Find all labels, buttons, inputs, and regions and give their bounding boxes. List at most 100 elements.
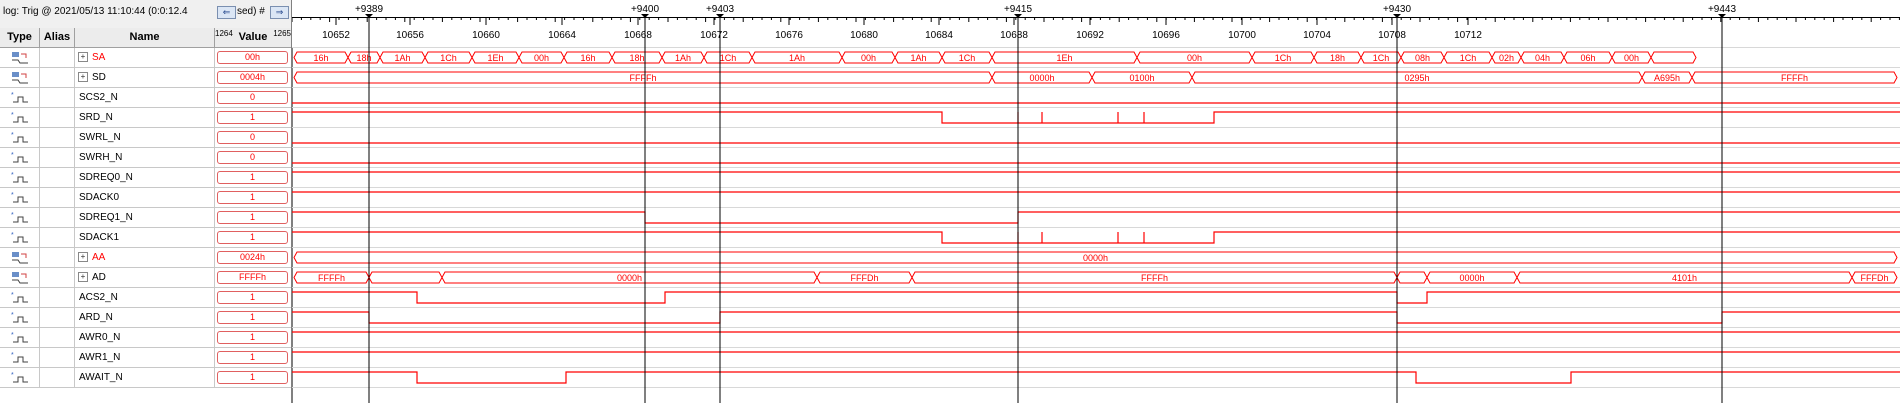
nav-prev-icon[interactable]: ⇐ <box>217 6 236 19</box>
bus-segment-label: 0000h <box>1083 253 1108 263</box>
signal-value: 1 <box>217 231 288 244</box>
signal-value: 1 <box>217 311 288 324</box>
type-cell: * <box>0 148 40 167</box>
trigger-info-tail: sed) # <box>237 6 265 17</box>
signal-row[interactable]: + SD 0004h <box>0 68 292 88</box>
signal-row[interactable]: * SDREQ0_N 1 <box>0 168 292 188</box>
signal-name: SDACK0 <box>79 192 120 203</box>
svg-text:*: * <box>11 112 14 119</box>
signal-row[interactable]: + SA 00h <box>0 48 292 68</box>
signal-value: 0 <box>217 131 288 144</box>
alias-cell <box>40 68 75 87</box>
alias-cell <box>40 228 75 247</box>
bus-segment-label: 02h <box>1499 53 1514 63</box>
signal-row[interactable]: * AWAIT_N 1 <box>0 368 292 388</box>
bus-segment <box>368 271 443 284</box>
name-cell[interactable]: ARD_N <box>75 308 215 327</box>
type-cell: * <box>0 188 40 207</box>
ruler-tick-label: 10672 <box>700 30 728 41</box>
bus-segment-label: 18h <box>1330 53 1345 63</box>
column-header-type[interactable]: Type <box>0 28 40 48</box>
name-cell[interactable]: AWR0_N <box>75 328 215 347</box>
type-cell: * <box>0 168 40 187</box>
name-cell[interactable]: AWAIT_N <box>75 368 215 387</box>
bus-segment-label: 0000h <box>1459 273 1484 283</box>
bus-segment-label: 1Ch <box>959 53 976 63</box>
pane-splitter[interactable] <box>291 0 293 403</box>
name-cell[interactable]: SDREQ1_N <box>75 208 215 227</box>
value-cell: 1 <box>215 108 292 127</box>
signal-row[interactable]: * ACS2_N 1 <box>0 288 292 308</box>
column-header-alias[interactable]: Alias <box>40 28 75 48</box>
name-cell[interactable]: SDACK1 <box>75 228 215 247</box>
expand-icon[interactable]: + <box>78 272 88 283</box>
cursor-marker-icon <box>1718 14 1726 18</box>
signal-row[interactable]: * SWRL_N 0 <box>0 128 292 148</box>
signal-row[interactable]: * SWRH_N 0 <box>0 148 292 168</box>
signal-name: ACS2_N <box>79 292 118 303</box>
svg-text:*: * <box>11 332 14 339</box>
signal-value: 0024h <box>217 251 288 264</box>
cursor-marker-icon <box>716 14 724 18</box>
signal-trace <box>292 231 1900 244</box>
ruler-tick-label: 10656 <box>396 30 424 41</box>
name-cell[interactable]: SWRL_N <box>75 128 215 147</box>
svg-text:*: * <box>11 132 14 139</box>
name-cell[interactable]: + AD <box>75 268 215 287</box>
name-cell[interactable]: AWR1_N <box>75 348 215 367</box>
ruler-tick-label: 10664 <box>548 30 576 41</box>
bus-segment-label: FFFFh <box>1781 73 1808 83</box>
signal-icon: * <box>10 151 30 165</box>
bus-segment-label: FFFFh <box>1141 273 1168 283</box>
waveform-panel[interactable]: 10652 10656 10660 10664 10668 10672 10676 10680… <box>292 0 1900 403</box>
name-cell[interactable]: + SD <box>75 68 215 87</box>
svg-text:*: * <box>11 372 14 379</box>
bus-segment-label: 00h <box>1624 53 1639 63</box>
value-cell: 00h <box>215 48 292 67</box>
ruler-tick-label: 10704 <box>1303 30 1331 41</box>
bus-segment-label: 06h <box>1580 53 1595 63</box>
value-cell: 1 <box>215 348 292 367</box>
signal-row[interactable]: * AWR1_N 1 <box>0 348 292 368</box>
ruler-tick-label: 10688 <box>1000 30 1028 41</box>
bus-segment-label: 1Ch <box>1460 53 1477 63</box>
expand-icon[interactable]: + <box>78 72 88 83</box>
alias-cell <box>40 248 75 267</box>
column-header-name[interactable]: Name <box>75 28 215 48</box>
expand-icon[interactable]: + <box>78 252 88 263</box>
bus-segment-label: 04h <box>1535 53 1550 63</box>
alias-cell <box>40 188 75 207</box>
svg-text:*: * <box>11 312 14 319</box>
signal-row[interactable]: * SRD_N 1 <box>0 108 292 128</box>
name-cell[interactable]: SWRH_N <box>75 148 215 167</box>
signal-name: SDACK1 <box>79 232 120 243</box>
bus-segment-label: 08h <box>1415 53 1430 63</box>
name-cell[interactable]: + AA <box>75 248 215 267</box>
expand-icon[interactable]: + <box>78 52 88 63</box>
signal-row[interactable]: + AA 0024h <box>0 248 292 268</box>
nav-next-icon[interactable]: ⇒ <box>270 6 289 19</box>
signal-row[interactable]: * SDREQ1_N 1 <box>0 208 292 228</box>
signal-row[interactable]: + AD FFFFh <box>0 268 292 288</box>
name-cell[interactable]: + SA <box>75 48 215 67</box>
name-cell[interactable]: SRD_N <box>75 108 215 127</box>
column-header-value[interactable]: 1264 Value 1265 <box>215 28 292 48</box>
bus-segment-label: 0000h <box>1029 73 1054 83</box>
name-cell[interactable]: SCS2_N <box>75 88 215 107</box>
type-cell <box>0 268 40 287</box>
ruler-tick-label: 10696 <box>1152 30 1180 41</box>
bus-segment-label: 18h <box>356 53 371 63</box>
type-cell: * <box>0 348 40 367</box>
signal-row[interactable]: * AWR0_N 1 <box>0 328 292 348</box>
signal-row[interactable]: * SDACK0 1 <box>0 188 292 208</box>
name-cell[interactable]: SDREQ0_N <box>75 168 215 187</box>
signal-row[interactable]: * ARD_N 1 <box>0 308 292 328</box>
name-cell[interactable]: SDACK0 <box>75 188 215 207</box>
signal-name: SWRL_N <box>79 132 121 143</box>
signal-row[interactable]: * SDACK1 1 <box>0 228 292 248</box>
name-cell[interactable]: ACS2_N <box>75 288 215 307</box>
bus-segment-label: FFFFh <box>630 73 657 83</box>
bus-segment-label: 16h <box>313 53 328 63</box>
signal-name: SDREQ0_N <box>79 172 133 183</box>
signal-row[interactable]: * SCS2_N 0 <box>0 88 292 108</box>
